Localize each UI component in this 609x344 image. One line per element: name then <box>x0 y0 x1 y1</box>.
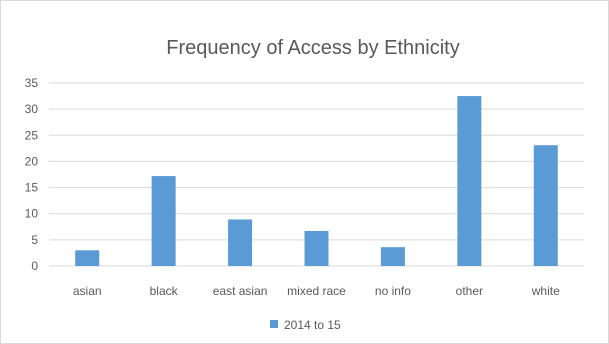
x-tick-label: black <box>150 284 179 298</box>
y-tick-label: 35 <box>25 76 39 90</box>
bar-white <box>533 145 558 266</box>
bar-east-asian <box>228 219 253 266</box>
x-tick-label: no info <box>375 284 411 298</box>
y-tick-label: 10 <box>25 207 39 221</box>
y-tick-label: 5 <box>31 233 38 247</box>
bars <box>75 96 558 266</box>
bar-mixed-race <box>304 230 329 266</box>
y-tick-label: 25 <box>25 128 39 142</box>
x-tick-label: white <box>531 284 560 298</box>
x-tick-label: mixed race <box>287 284 346 298</box>
chart-title: Frequency of Access by Ethnicity <box>166 37 459 59</box>
x-tick-label: east asian <box>213 284 268 298</box>
x-axis-ticks: asian black east asian mixed race no info oth… <box>73 284 560 298</box>
legend: 2014 to 15 <box>270 318 341 332</box>
legend-label: 2014 to 15 <box>284 318 341 332</box>
bar-black <box>151 176 176 266</box>
y-tick-label: 15 <box>25 181 39 195</box>
bar-other <box>457 96 482 266</box>
y-tick-label: 30 <box>25 102 39 116</box>
x-tick-label: other <box>456 284 483 298</box>
gridlines <box>49 82 584 267</box>
y-axis-ticks: 0 5 10 15 20 25 30 35 <box>25 76 39 273</box>
bar-no-info <box>380 247 405 266</box>
y-tick-label: 20 <box>25 154 39 168</box>
x-tick-label: asian <box>73 284 102 298</box>
bar-asian <box>75 250 100 266</box>
y-tick-label: 0 <box>31 259 38 273</box>
legend-swatch <box>270 320 278 328</box>
